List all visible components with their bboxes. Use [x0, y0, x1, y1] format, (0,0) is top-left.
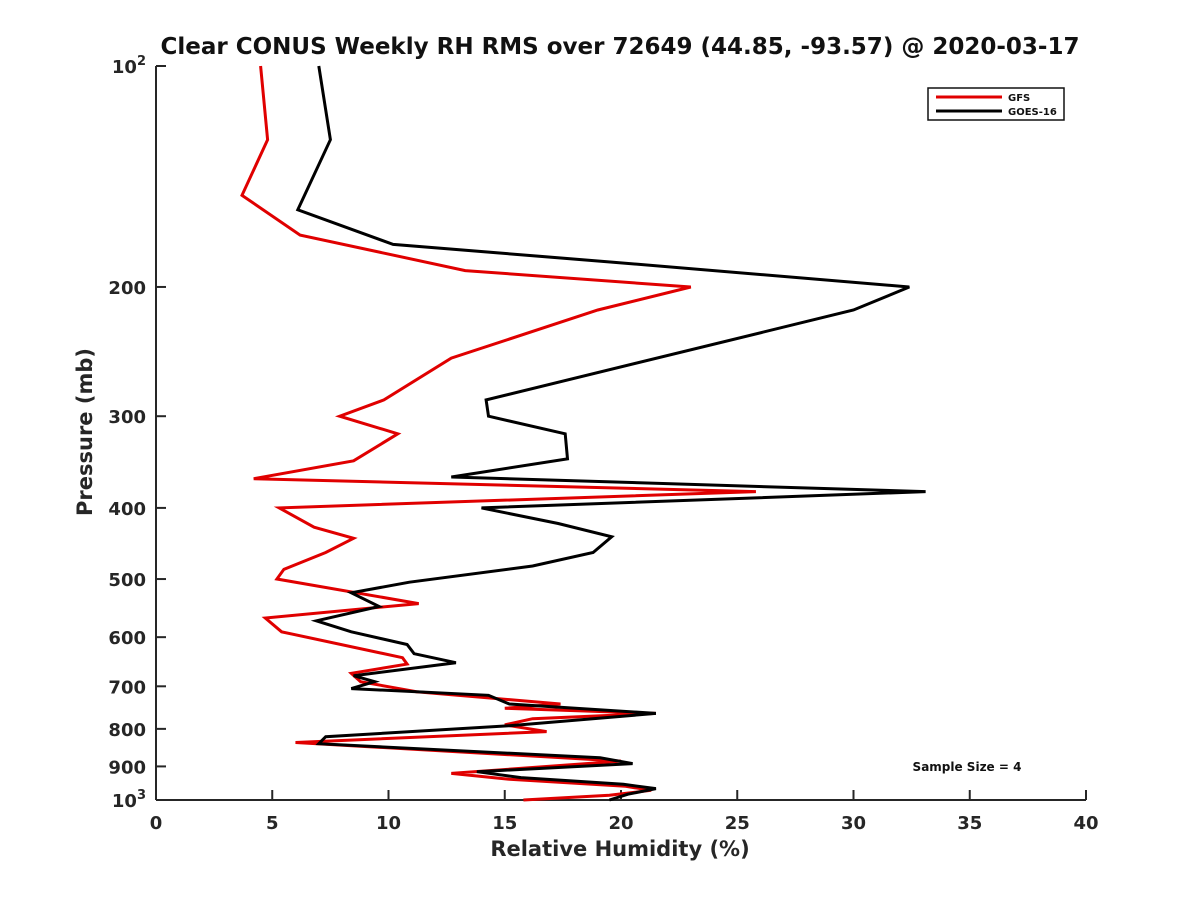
y-tick-label: 102: [112, 54, 146, 78]
y-tick-label: 900: [108, 757, 146, 778]
legend-label: GFS: [1008, 93, 1030, 104]
y-tick-label: 300: [108, 407, 146, 428]
ticks: 0 5 10 15 20 25 30 35 40 102 200 300 400 500 600 700 800…: [108, 54, 1098, 834]
x-tick-label: 5: [266, 813, 279, 834]
x-tick-label: 10: [376, 813, 401, 834]
y-tick-label: 500: [108, 570, 146, 591]
legend-label: GOES-16: [1008, 107, 1057, 118]
series-layer: [240, 65, 926, 802]
x-tick-label: 15: [492, 813, 517, 834]
y-axis-label: Pressure (mb): [73, 348, 97, 516]
sample-size-annotation: Sample Size = 4: [913, 760, 1022, 774]
x-tick-label: 40: [1073, 813, 1098, 834]
x-tick-label: 25: [725, 813, 750, 834]
y-tick-label: 800: [108, 720, 146, 741]
legend: GFS GOES-16: [927, 87, 1065, 121]
legend-box: [927, 87, 1065, 121]
y-tick-label: 200: [108, 278, 146, 299]
y-tick-label: 600: [108, 628, 146, 649]
x-axis-label: Relative Humidity (%): [490, 837, 749, 861]
y-tick-label: 103: [112, 788, 146, 812]
x-tick-label: 30: [841, 813, 866, 834]
chart-title: Clear CONUS Weekly RH RMS over 72649 (44…: [161, 34, 1080, 60]
series-line-goes-16: [295, 65, 926, 802]
x-tick-label: 35: [957, 813, 982, 834]
x-tick-label: 0: [150, 813, 163, 834]
x-tick-label: 20: [608, 813, 633, 834]
y-tick-label: 400: [108, 499, 146, 520]
y-tick-label: 700: [108, 677, 146, 698]
